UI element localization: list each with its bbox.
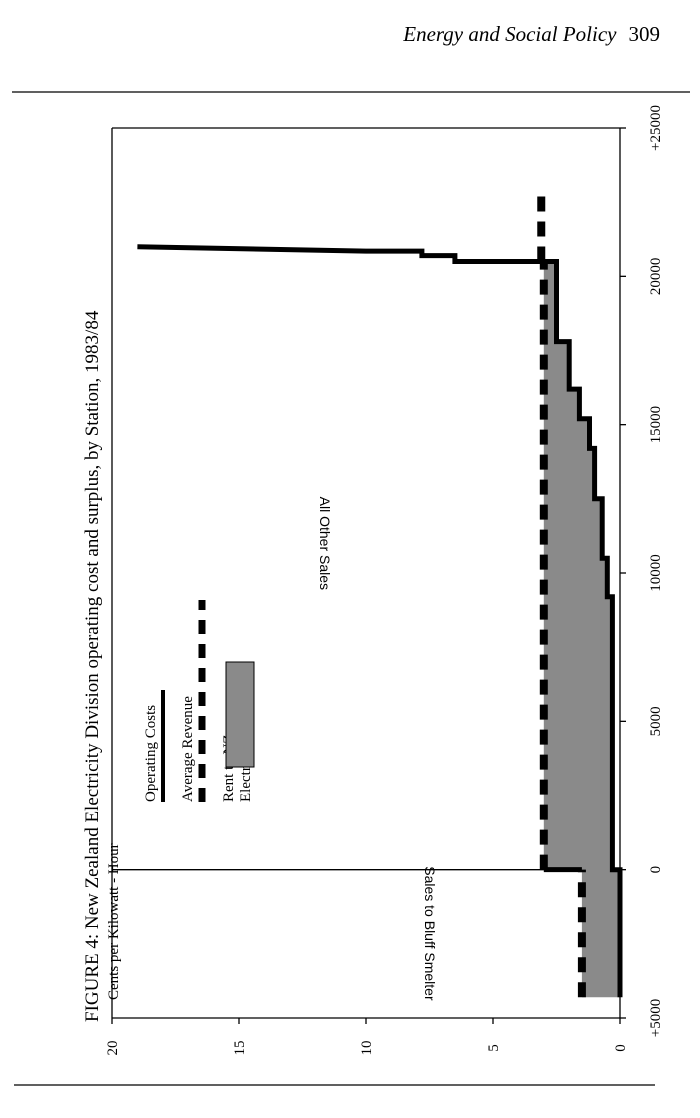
- y-tick-label: 20: [105, 1041, 121, 1056]
- rent-area-group: [454, 261, 620, 998]
- y-axis-title: Cents per Kilowatt - Hour: [106, 843, 122, 1000]
- operating-cost-line-group: [137, 244, 623, 998]
- region-label: All Other Sales: [317, 497, 333, 590]
- region-label: Sales to Bluff Smelter: [422, 866, 438, 1001]
- x-tick-label: 5000: [648, 706, 664, 736]
- x-tick-label: 15000: [648, 406, 664, 444]
- legend-label: Average Revenue: [180, 696, 196, 802]
- x-tick-label: +25000: [648, 105, 664, 151]
- caption-group: FIGURE 4: New Zealand Electricity Divisi…: [82, 310, 122, 1022]
- page-number: 309: [628, 22, 661, 46]
- figure-frame: [12, 91, 690, 1086]
- x-tick-label: +5000: [648, 999, 664, 1037]
- legend-label: Operating Costs: [143, 705, 159, 802]
- y-tick-label: 15: [232, 1041, 248, 1056]
- axes: +5000 0 5000 10000 15000 20000 +25000 0 5 10 15 20 S…: [105, 105, 664, 1055]
- legend: Operating Costs Average Revenue Rent to NZ…: [143, 600, 255, 802]
- y-tick-label: 0: [613, 1044, 629, 1052]
- rent-area: [454, 261, 620, 998]
- y-tick-label: 5: [486, 1044, 502, 1052]
- x-tick-label: 10000: [648, 554, 664, 592]
- legend-swatch-rent: [225, 661, 255, 768]
- running-head: Energy and Social Policy: [403, 22, 617, 46]
- x-tick-label: 20000: [648, 258, 664, 296]
- page-header: Energy and Social Policy 309: [403, 22, 660, 47]
- average-revenue-line-group: [537, 193, 586, 998]
- figure-title: FIGURE 4: New Zealand Electricity Divisi…: [82, 310, 103, 1022]
- y-tick-label: 10: [359, 1041, 375, 1056]
- operating-cost-line: [137, 244, 623, 998]
- x-tick-label: 0: [648, 866, 664, 874]
